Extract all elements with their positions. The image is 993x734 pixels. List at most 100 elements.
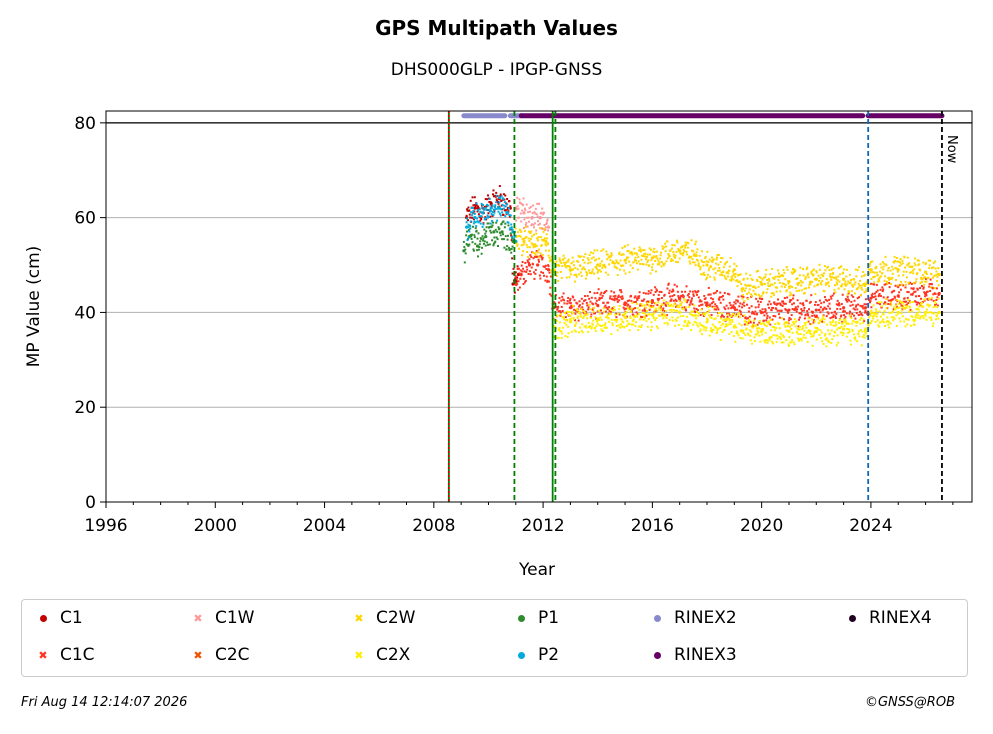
data-point <box>511 245 514 248</box>
data-point <box>818 279 821 282</box>
data-point <box>641 249 644 252</box>
data-point <box>590 313 593 316</box>
data-point <box>582 317 585 320</box>
data-point <box>663 322 666 325</box>
data-point <box>908 300 911 303</box>
data-point <box>645 255 648 258</box>
data-point <box>746 321 749 324</box>
data-point <box>522 277 525 280</box>
data-point <box>593 272 596 275</box>
data-point <box>562 315 565 318</box>
data-point <box>715 258 718 261</box>
data-point <box>928 297 931 300</box>
data-point <box>632 318 635 321</box>
data-point <box>755 333 758 336</box>
data-point-key <box>678 296 682 300</box>
data-point <box>676 261 679 264</box>
data-point <box>509 205 512 208</box>
data-point <box>487 212 490 215</box>
data-point-key <box>869 310 873 315</box>
data-point <box>903 256 906 259</box>
data-point <box>797 283 800 286</box>
data-point <box>807 317 810 320</box>
data-point <box>741 337 744 340</box>
data-point <box>473 236 476 239</box>
data-point <box>730 331 733 334</box>
data-point <box>925 277 928 280</box>
data-point <box>654 302 657 305</box>
data-point <box>545 223 548 226</box>
data-point <box>616 274 619 277</box>
data-point <box>713 278 716 281</box>
data-point <box>542 230 545 233</box>
data-point <box>745 317 748 320</box>
data-point <box>683 298 686 301</box>
data-point <box>481 206 484 209</box>
data-point <box>752 289 755 292</box>
data-point <box>488 243 491 246</box>
data-point <box>885 280 888 283</box>
data-point <box>477 232 480 235</box>
data-point <box>636 268 639 271</box>
data-point <box>783 297 786 300</box>
data-point <box>580 329 583 332</box>
data-point <box>800 308 803 311</box>
data-point <box>599 313 602 316</box>
data-point <box>594 316 597 319</box>
data-point <box>691 261 694 264</box>
data-point <box>681 294 684 297</box>
data-point-key <box>814 329 818 333</box>
data-point <box>507 224 510 227</box>
data-point <box>795 290 798 293</box>
chart-title: GPS Multipath Values <box>375 16 618 40</box>
data-point <box>822 315 825 318</box>
data-point <box>797 332 800 335</box>
data-point <box>726 315 729 318</box>
data-point <box>814 301 817 304</box>
data-point-key <box>705 263 709 267</box>
data-point <box>812 310 815 313</box>
data-point <box>878 294 881 297</box>
data-point <box>869 282 872 285</box>
data-point <box>653 312 656 315</box>
data-point <box>865 311 868 314</box>
data-point <box>840 314 843 317</box>
data-point <box>895 267 898 270</box>
data-point-key <box>568 268 573 272</box>
data-point <box>937 317 940 320</box>
data-point <box>610 254 613 257</box>
data-point <box>492 193 495 196</box>
data-point <box>647 290 650 293</box>
data-point <box>711 305 714 308</box>
data-point <box>660 305 663 308</box>
data-point <box>585 274 588 277</box>
data-point <box>922 305 925 308</box>
data-point <box>876 319 879 322</box>
data-point <box>749 274 752 277</box>
data-point <box>671 295 674 298</box>
data-point <box>853 283 856 286</box>
data-point <box>737 295 740 298</box>
data-point <box>574 323 577 326</box>
data-point <box>566 299 569 302</box>
data-point <box>799 302 802 305</box>
data-point <box>675 309 678 312</box>
data-point <box>704 255 707 258</box>
data-point <box>718 269 721 272</box>
data-point <box>862 282 865 285</box>
data-point <box>879 321 882 324</box>
data-point <box>466 208 469 211</box>
data-point <box>777 298 780 301</box>
data-point <box>563 263 566 266</box>
data-point <box>510 251 513 254</box>
data-point <box>511 257 514 260</box>
data-point <box>751 342 754 345</box>
data-point-key <box>465 225 469 229</box>
data-point <box>806 310 809 313</box>
data-point-key <box>760 282 764 286</box>
data-point <box>889 301 892 304</box>
data-point <box>589 308 592 311</box>
data-point <box>605 289 608 292</box>
data-point <box>917 259 920 262</box>
data-point <box>686 322 689 325</box>
